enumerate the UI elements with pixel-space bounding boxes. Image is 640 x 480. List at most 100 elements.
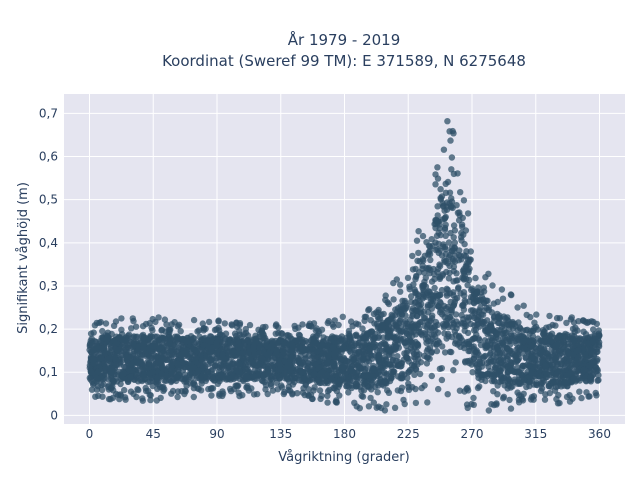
data-point <box>396 317 404 325</box>
data-point <box>307 322 315 330</box>
data-point <box>494 298 501 306</box>
data-point <box>485 270 492 277</box>
data-point <box>117 356 124 363</box>
data-point <box>263 337 270 345</box>
data-point <box>105 382 113 389</box>
data-point <box>440 202 447 209</box>
data-point <box>435 240 442 247</box>
data-point <box>497 364 504 371</box>
data-point <box>479 318 486 325</box>
data-point <box>477 341 485 349</box>
data-point <box>514 389 521 396</box>
data-point <box>365 307 372 314</box>
data-point <box>475 297 482 304</box>
data-point <box>521 345 528 352</box>
data-point <box>213 339 220 347</box>
data-point <box>388 351 395 358</box>
data-point <box>472 274 479 282</box>
data-point <box>130 317 137 325</box>
data-point <box>207 385 215 393</box>
data-point <box>524 326 531 333</box>
data-point <box>487 321 494 328</box>
data-point <box>181 390 188 398</box>
data-point <box>133 354 140 361</box>
data-point <box>329 333 336 340</box>
data-point <box>276 375 283 382</box>
data-point <box>175 363 183 371</box>
data-point <box>398 310 405 318</box>
data-point <box>464 210 472 217</box>
data-point <box>583 354 590 361</box>
y-axis-label: Signifikant våghöjd (m) <box>16 182 31 334</box>
data-point <box>411 371 418 378</box>
chart-subtitle: Koordinat (Sweref 99 TM): E 371589, N 62… <box>162 52 526 70</box>
data-point <box>343 334 350 341</box>
data-point <box>291 378 298 386</box>
data-point <box>501 344 508 351</box>
data-point <box>384 327 391 334</box>
data-point <box>391 404 399 411</box>
data-point <box>476 360 484 367</box>
data-point <box>440 243 447 250</box>
data-point <box>95 368 102 376</box>
data-point <box>301 375 308 382</box>
data-point <box>475 368 482 375</box>
data-point <box>434 294 441 301</box>
data-point <box>353 331 360 338</box>
data-point <box>283 332 290 339</box>
data-point <box>181 378 188 385</box>
data-point <box>165 331 172 338</box>
data-point <box>297 352 304 360</box>
data-point <box>98 355 105 362</box>
data-point <box>423 323 431 331</box>
data-point <box>436 275 444 282</box>
data-point <box>584 345 592 353</box>
data-point <box>244 384 251 391</box>
data-point <box>556 315 564 322</box>
data-point <box>496 314 504 321</box>
data-point <box>363 330 371 337</box>
data-point <box>397 363 404 370</box>
data-point <box>87 340 94 347</box>
data-point <box>280 390 287 398</box>
data-point <box>540 331 547 338</box>
data-point <box>499 377 506 384</box>
data-point <box>428 348 435 355</box>
data-point <box>369 362 377 370</box>
data-point <box>92 393 99 400</box>
data-point <box>502 329 509 337</box>
data-point <box>314 377 322 384</box>
data-point <box>183 347 190 354</box>
data-point <box>151 363 159 370</box>
data-point <box>461 268 468 275</box>
data-point <box>358 343 365 351</box>
data-point <box>298 368 306 375</box>
data-point <box>448 166 455 173</box>
data-point <box>572 361 580 368</box>
data-point <box>412 355 419 362</box>
data-point <box>332 398 339 406</box>
data-point <box>480 288 488 295</box>
data-point <box>386 346 393 353</box>
data-point <box>489 358 496 365</box>
data-point <box>421 281 428 289</box>
data-point <box>167 366 175 373</box>
data-point <box>149 382 156 390</box>
data-point <box>450 367 457 374</box>
data-point <box>362 313 370 320</box>
data-point <box>563 378 571 385</box>
data-point <box>385 361 393 368</box>
data-point <box>595 341 603 348</box>
data-point <box>339 362 346 370</box>
data-point <box>412 289 419 297</box>
chart-title: År 1979 - 2019 <box>288 30 401 49</box>
data-point <box>373 404 380 411</box>
data-point <box>331 363 339 370</box>
data-point <box>320 375 328 382</box>
data-point <box>272 330 279 337</box>
data-points <box>86 118 603 414</box>
data-point <box>542 362 549 370</box>
data-point <box>139 323 147 330</box>
data-point <box>444 391 451 398</box>
data-point <box>539 379 546 386</box>
